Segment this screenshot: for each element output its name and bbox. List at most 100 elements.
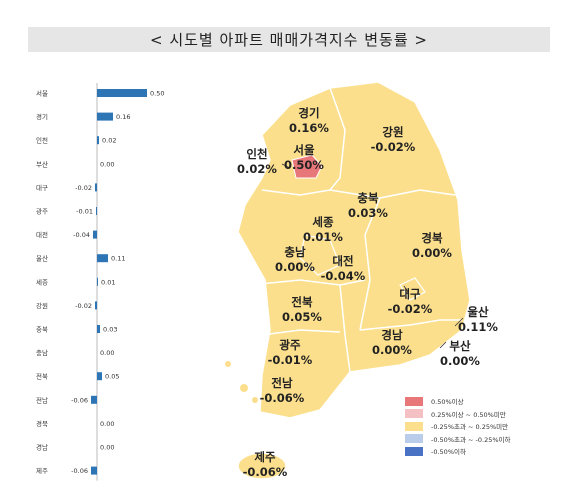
callout-line-daegu: [403, 285, 409, 293]
map-labels: 경기0.16% 강원-0.02%인천0.02%서울0.50%충북0.03%세종0.…: [237, 106, 498, 479]
category-label: 충북: [36, 325, 48, 334]
value-label: 0.00: [100, 420, 114, 428]
value-label: -0.02: [75, 184, 92, 192]
map-region-value: 0.03%: [348, 206, 388, 220]
map-region-name: 대구: [399, 287, 421, 301]
legend-label: -0.50%이하: [431, 448, 466, 456]
border-jeolla-gyeongnam: [339, 284, 351, 373]
map-region-name: 강원: [382, 125, 403, 139]
bar: [97, 112, 113, 121]
map-region-value: -0.06%: [243, 465, 288, 479]
map-region-name: 세종: [312, 215, 334, 229]
map-region-name: 제주: [254, 450, 276, 464]
category-label: 전남: [36, 395, 48, 404]
map-region-value: 0.01%: [303, 230, 343, 244]
map-region-value: 0.11%: [458, 320, 498, 334]
region-island: [252, 397, 258, 403]
bar: [93, 230, 97, 239]
legend-swatch: [405, 446, 423, 456]
value-label: -0.04: [73, 231, 90, 239]
bar: [97, 89, 147, 97]
map-region-name: 광주: [279, 338, 301, 352]
callout-line-ulsan: [454, 317, 464, 327]
legend-label: -0.50%초과 ~ -0.25%이하: [431, 435, 511, 444]
bar-chart: 서울 0.50 경기 0.16 인천 0.02 부산 0.00 대구 -0.02 광주 -0.01 대전…: [36, 83, 164, 481]
legend-item: -0.50%초과 ~ -0.25%이하: [405, 434, 511, 444]
value-label: 0.11: [111, 255, 125, 263]
legend-swatch: [405, 421, 423, 431]
bar: [95, 183, 97, 192]
value-label: 0.50: [150, 90, 164, 98]
value-label: 0.03: [103, 326, 117, 334]
legend-label: 0.25%이상 ~ 0.50%미만: [431, 410, 506, 419]
region-seoul: [291, 154, 323, 179]
map-region-value: 0.05%: [282, 310, 322, 324]
category-label: 충남: [36, 348, 48, 357]
bar: [91, 395, 97, 404]
bar: [96, 207, 97, 215]
border-gyeongbuk-gyeongnam: [359, 319, 462, 331]
value-label: 0.00: [100, 349, 114, 357]
border-jeonbuk-jeonnam: [261, 329, 341, 336]
legend-label: 0.50%이상: [431, 398, 464, 406]
region-island: [225, 361, 231, 367]
value-label: -0.06: [71, 396, 88, 404]
map-region-name: 서울: [293, 143, 315, 157]
bar: [97, 372, 102, 381]
legend-swatch: [405, 409, 423, 418]
map-region-name: 울산: [467, 305, 489, 319]
bar: [91, 466, 97, 475]
border-gyeonggi-gangwon: [329, 87, 346, 191]
map-region-value: -0.02%: [388, 302, 433, 316]
value-label: 0.01: [101, 278, 115, 286]
legend-item: 0.25%이상 ~ 0.50%미만: [405, 409, 506, 419]
border-chungbuk-gyeongbuk: [359, 197, 381, 331]
category-label: 광주: [36, 208, 48, 216]
legend-item: -0.25%초과 ~ 0.25%미만: [405, 421, 508, 431]
category-label: 경북: [36, 419, 48, 428]
bar: [97, 325, 100, 333]
map-region-value: 0.00%: [372, 343, 412, 357]
map-region-value: 0.00%: [275, 260, 315, 274]
map-region-name: 전남: [271, 376, 293, 390]
page-title: < 시도별 아파트 매매가격지수 변동률 >: [28, 27, 550, 52]
value-label: 0.05: [105, 373, 119, 381]
value-label: 0.00: [100, 444, 114, 452]
border-sejong-daejeon: [299, 234, 341, 276]
map-region-value: -0.04%: [321, 269, 366, 283]
category-label: 대구: [36, 184, 48, 192]
map-region-value: 0.00%: [440, 354, 480, 368]
map-region-name: 대전: [332, 254, 353, 268]
value-label: -0.02: [75, 302, 92, 310]
callout-line-busan: [439, 341, 447, 349]
map-region-name: 경남: [381, 328, 403, 342]
category-label: 전북: [36, 372, 48, 381]
value-label: 0.00: [100, 160, 114, 168]
map-region-value: -0.06%: [260, 391, 305, 405]
map-region-name: 충남: [284, 245, 306, 259]
map-region-name: 인천: [246, 147, 267, 161]
bar: [95, 301, 97, 310]
legend-swatch: [405, 396, 423, 406]
map-region-name: 충북: [357, 191, 379, 205]
bar: [97, 277, 98, 286]
border-chungnam-jeonbuk: [249, 279, 366, 286]
value-label: 0.16: [116, 113, 130, 121]
category-label: 세종: [36, 277, 48, 286]
category-label: 대전: [36, 230, 48, 239]
map-region-name: 경북: [421, 231, 443, 245]
region-island: [240, 384, 248, 392]
callout-line-incheon: [281, 163, 291, 169]
map-region-value: -0.02%: [371, 140, 416, 154]
category-label: 제주: [36, 467, 48, 475]
bar: [97, 254, 108, 263]
border-gyeonggi-south: [261, 189, 456, 199]
map-regions: [225, 81, 471, 480]
value-label: 0.02: [102, 137, 116, 145]
category-label: 울산: [36, 254, 48, 263]
legend-item: 0.50%이상: [405, 396, 464, 406]
border-daegu: [399, 277, 426, 301]
category-label: 부산: [36, 159, 48, 168]
bar: [97, 136, 99, 145]
